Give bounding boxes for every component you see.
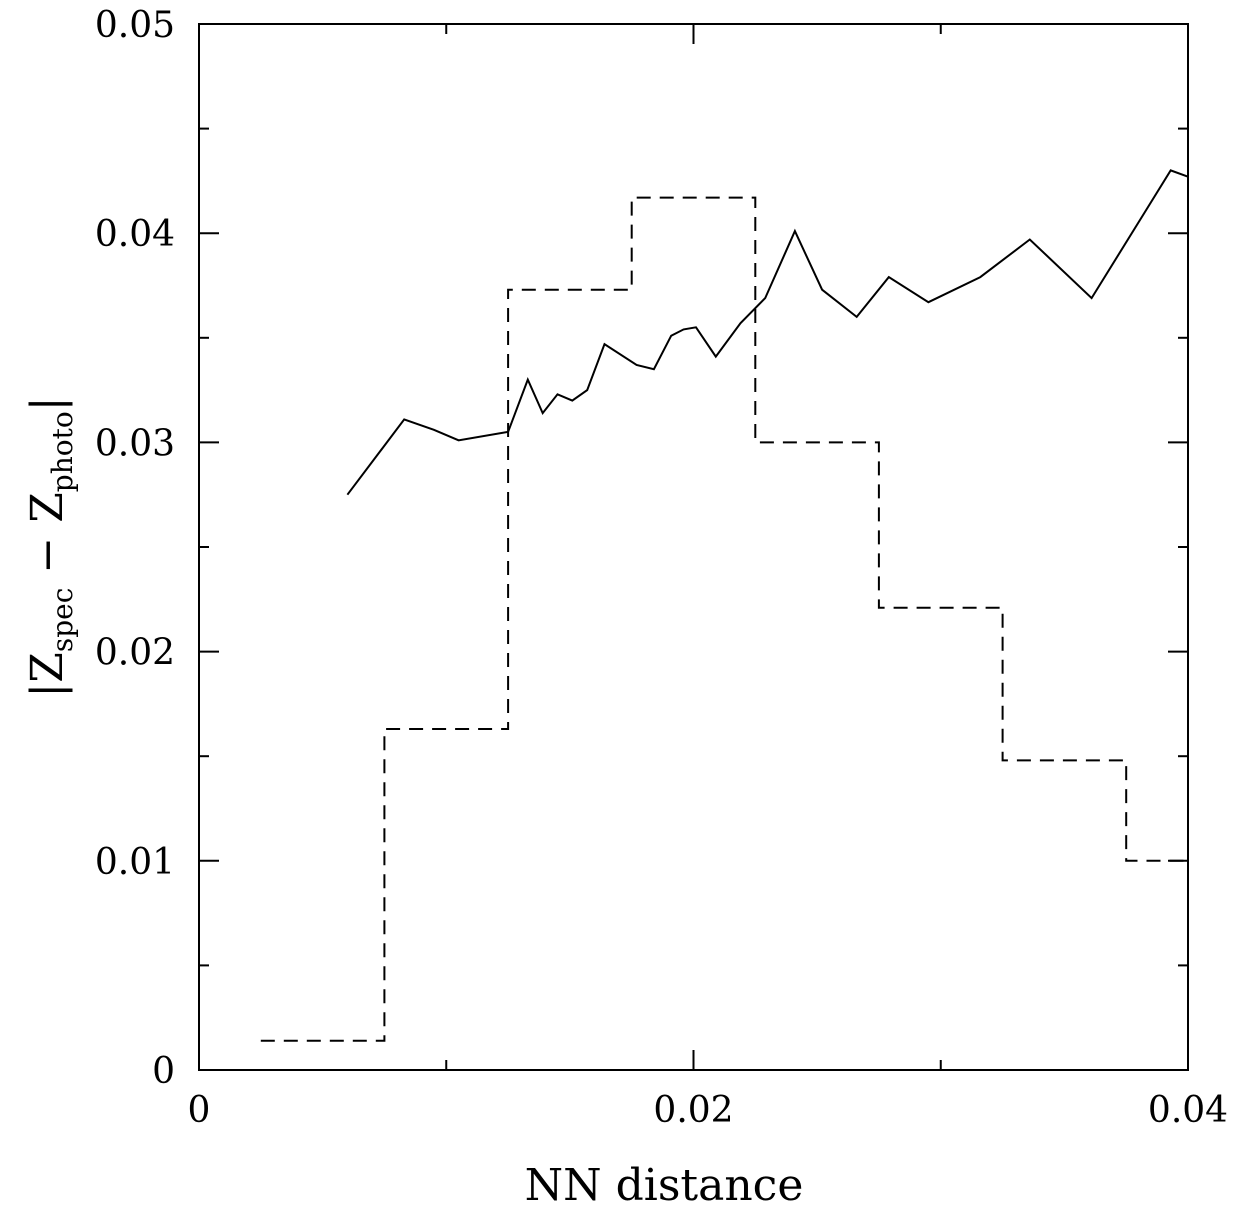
y-tick-label: 0.01 bbox=[95, 842, 175, 883]
y-axis-label-z1-sub: spec bbox=[46, 588, 79, 653]
solid-series-line bbox=[346, 169, 1189, 496]
dashed-series-line bbox=[260, 196, 1188, 1042]
series-group bbox=[260, 169, 1189, 1042]
x-tick-label: 0 bbox=[188, 1090, 211, 1131]
y-tick-label: 0.04 bbox=[95, 214, 175, 255]
y-tick-label: 0 bbox=[152, 1051, 175, 1092]
y-tick-label: 0.05 bbox=[95, 5, 175, 46]
tick-labels: 0 0.02 0.04 0 0.01 0.02 0.03 0.04 0.05 bbox=[95, 5, 1228, 1131]
x-tick-label: 0.04 bbox=[1148, 1090, 1228, 1131]
y-tick-label: 0.02 bbox=[95, 633, 175, 674]
y-axis-label-z2-sub: photo bbox=[46, 411, 79, 492]
y-axis-label: |Zspec − Zphoto| bbox=[22, 396, 79, 697]
dashed-histogram-series bbox=[260, 196, 1188, 1042]
y-axis-label-bar-right: | bbox=[22, 396, 73, 411]
y-axis-label-minus: − bbox=[22, 523, 73, 588]
y-tick-label: 0.03 bbox=[95, 423, 175, 464]
ticks bbox=[198, 23, 1189, 1071]
y-axis-label-z2: Z bbox=[22, 492, 73, 523]
plot-frame bbox=[198, 23, 1189, 1071]
x-axis-label: NN distance bbox=[525, 1160, 804, 1208]
x-tick-label: 0.02 bbox=[653, 1090, 733, 1131]
y-axis-label-bar-left: | bbox=[22, 683, 73, 698]
svg-text:|Zspec − Zphoto|: |Zspec − Zphoto| bbox=[22, 396, 79, 697]
solid-series bbox=[346, 169, 1189, 496]
y-axis-label-z1: Z bbox=[22, 652, 73, 683]
